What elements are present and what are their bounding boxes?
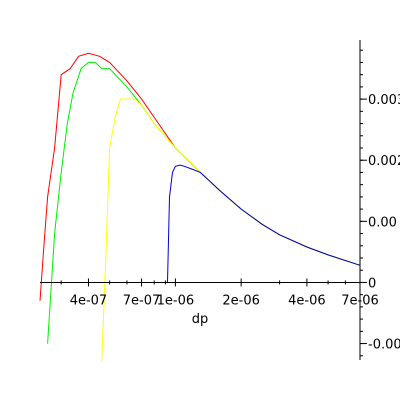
x-tick-label: 4e-07 <box>70 293 108 308</box>
y-tick-label: 0.00 <box>368 215 397 230</box>
series-line-3 <box>101 98 361 362</box>
y-ticks: -0.00 0 0.00 0.002 0.003 <box>360 49 400 357</box>
x-axis-label: dp <box>192 312 209 327</box>
x-tick-label: 7e-06 <box>341 293 379 308</box>
x-tick-label: 4e-06 <box>288 293 326 308</box>
series-line-1 <box>39 52 361 301</box>
series-group <box>39 52 361 362</box>
y-tick-label: -0.00 <box>368 338 400 353</box>
series-line-4 <box>167 164 361 283</box>
x-tick-label: 2e-06 <box>222 293 260 308</box>
x-tick-label: 7e-07 <box>123 293 161 308</box>
y-tick-label: 0 <box>368 276 376 291</box>
y-tick-label: 0.003 <box>368 93 400 108</box>
y-tick-label: 0.002 <box>368 154 400 169</box>
x-tick-label: 1e-06 <box>157 293 195 308</box>
